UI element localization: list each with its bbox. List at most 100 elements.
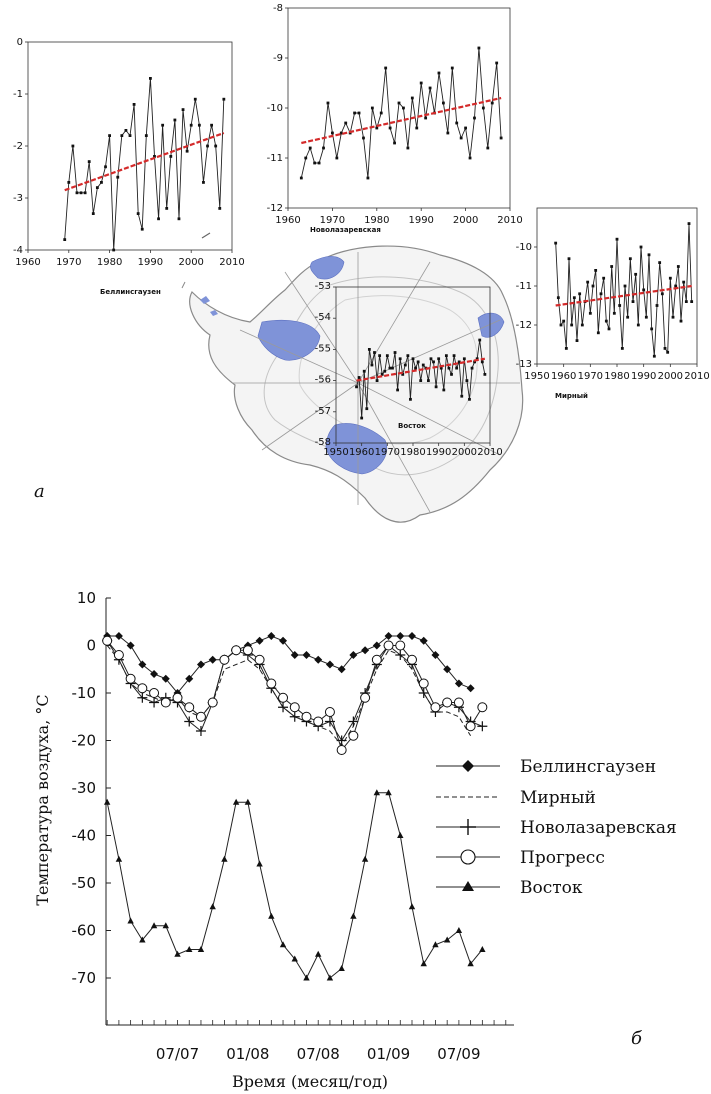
meridian-line — [284, 271, 359, 384]
data-point — [450, 372, 453, 376]
x-tick-label: 1980 — [604, 371, 629, 382]
data-point — [594, 269, 598, 272]
island — [210, 310, 218, 316]
data-point — [639, 245, 643, 249]
data-point — [610, 265, 614, 268]
data-point — [666, 350, 670, 354]
x-tick-label: 1980 — [364, 215, 389, 226]
data-point-circle — [453, 697, 464, 708]
y-tick-label: -58 — [315, 437, 331, 448]
data-point — [679, 319, 683, 323]
data-point — [562, 319, 566, 323]
data-point — [499, 136, 503, 140]
meridian-line — [261, 382, 359, 451]
data-point — [406, 354, 410, 358]
data-point-diamond — [419, 636, 428, 645]
trend-line — [64, 131, 225, 192]
data-point — [63, 238, 67, 241]
data-point — [362, 369, 366, 373]
data-point — [214, 144, 218, 148]
data-point — [455, 366, 459, 370]
data-point — [465, 379, 469, 382]
data-point-plus — [149, 697, 160, 708]
data-point — [586, 280, 590, 284]
data-point-triangle — [479, 946, 486, 952]
data-point-diamond — [443, 665, 452, 674]
y-tick-label: -1 — [13, 89, 23, 100]
data-point — [468, 397, 471, 401]
legend-marker — [462, 881, 474, 891]
data-point-plus — [137, 692, 148, 703]
data-point-triangle — [209, 903, 216, 910]
x-tick-label: 07/08 — [297, 1045, 340, 1063]
ice-shelf — [257, 319, 321, 361]
data-point — [379, 111, 383, 115]
data-point — [495, 61, 499, 65]
data-point-triangle — [326, 974, 334, 981]
data-point-diamond — [454, 679, 463, 688]
series-bellingshausen — [103, 632, 475, 697]
data-point-plus — [278, 702, 289, 713]
series-progress — [102, 635, 488, 755]
data-point-diamond — [150, 670, 159, 678]
data-point — [370, 363, 374, 367]
data-point — [580, 323, 584, 327]
data-point — [687, 222, 691, 225]
data-point — [75, 191, 79, 195]
y-tick-label: -40 — [72, 827, 97, 845]
data-point-triangle — [268, 912, 275, 919]
data-point-triangle — [232, 798, 240, 805]
x-tick-label: 1950 — [323, 447, 348, 458]
x-tick-label: 1970 — [375, 447, 400, 458]
data-point-circle — [207, 697, 218, 708]
data-point — [396, 388, 399, 392]
data-point-circle — [289, 702, 300, 713]
y-tick-label: -54 — [315, 312, 331, 323]
x-tick-label: 1960 — [15, 257, 40, 268]
data-point — [434, 385, 438, 389]
data-point — [647, 253, 651, 257]
data-point — [339, 131, 343, 135]
x-tick-label: 2000 — [453, 215, 478, 226]
data-point — [380, 372, 384, 376]
data-point-circle — [219, 654, 230, 665]
data-point — [165, 207, 169, 210]
meridian-line — [357, 382, 431, 513]
data-point — [91, 212, 95, 215]
data-point-circle — [102, 635, 113, 646]
data-point — [202, 181, 205, 184]
data-point-circle — [371, 654, 382, 665]
data-point-diamond — [138, 660, 147, 669]
data-point — [419, 81, 423, 85]
data-point — [615, 237, 619, 241]
data-point — [104, 165, 107, 169]
data-point — [442, 388, 446, 392]
data-point — [409, 397, 412, 401]
data-point — [652, 354, 656, 358]
data-point-diamond — [196, 660, 205, 669]
data-point-circle — [395, 640, 406, 651]
data-point — [477, 46, 481, 50]
data-point — [462, 357, 466, 361]
data-point-triangle — [197, 946, 205, 952]
data-point-circle — [442, 697, 453, 708]
data-point — [636, 323, 640, 327]
data-point — [67, 181, 71, 184]
data-point-circle — [278, 692, 289, 703]
data-point-circle — [242, 645, 253, 656]
data-point-circle — [149, 688, 160, 698]
data-point — [475, 357, 479, 361]
data-point — [575, 339, 579, 342]
data-point — [402, 106, 405, 110]
data-point — [428, 86, 432, 90]
series-line — [300, 47, 502, 179]
trend-line — [356, 357, 486, 382]
data-point — [628, 257, 632, 261]
x-tick-label: 1990 — [426, 447, 451, 458]
plot-frame — [287, 7, 511, 209]
y-tick-label: -57 — [315, 406, 331, 417]
data-point — [397, 101, 401, 105]
data-point — [682, 280, 686, 284]
data-point — [136, 212, 140, 215]
data-point — [612, 311, 616, 315]
